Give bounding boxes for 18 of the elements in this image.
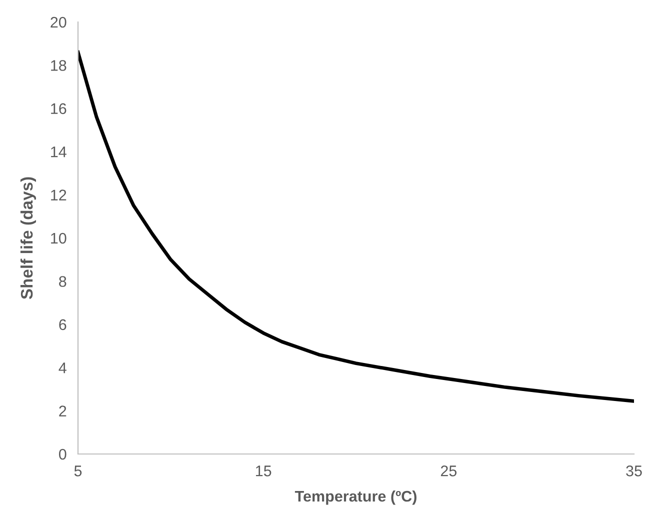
y-tick-label: 8 [59, 276, 66, 287]
y-tick-label: 12 [51, 190, 66, 200]
y-tick-label: 0 [58, 448, 66, 460]
y-tick-label: 6 [59, 319, 66, 330]
y-tick-label: 4 [58, 362, 66, 374]
y-tick-label: 20 [50, 16, 66, 28]
x-tick-label: 15 [256, 466, 272, 476]
y-tick-label: 2 [59, 406, 66, 416]
x-axis-title: Temperature (ºC) [294, 490, 416, 505]
y-tick-label: 10 [51, 232, 66, 244]
x-tick-label: 25 [440, 466, 457, 476]
y-tick-label: 16 [51, 103, 66, 114]
y-tick-label: 14 [51, 146, 66, 158]
line-series [78, 50, 634, 403]
y-axis-title: Shelf life (days) [20, 177, 36, 300]
x-tick-label: 5 [74, 466, 82, 476]
y-tick-label: 18 [51, 60, 66, 71]
x-tick-label: 35 [626, 466, 642, 476]
